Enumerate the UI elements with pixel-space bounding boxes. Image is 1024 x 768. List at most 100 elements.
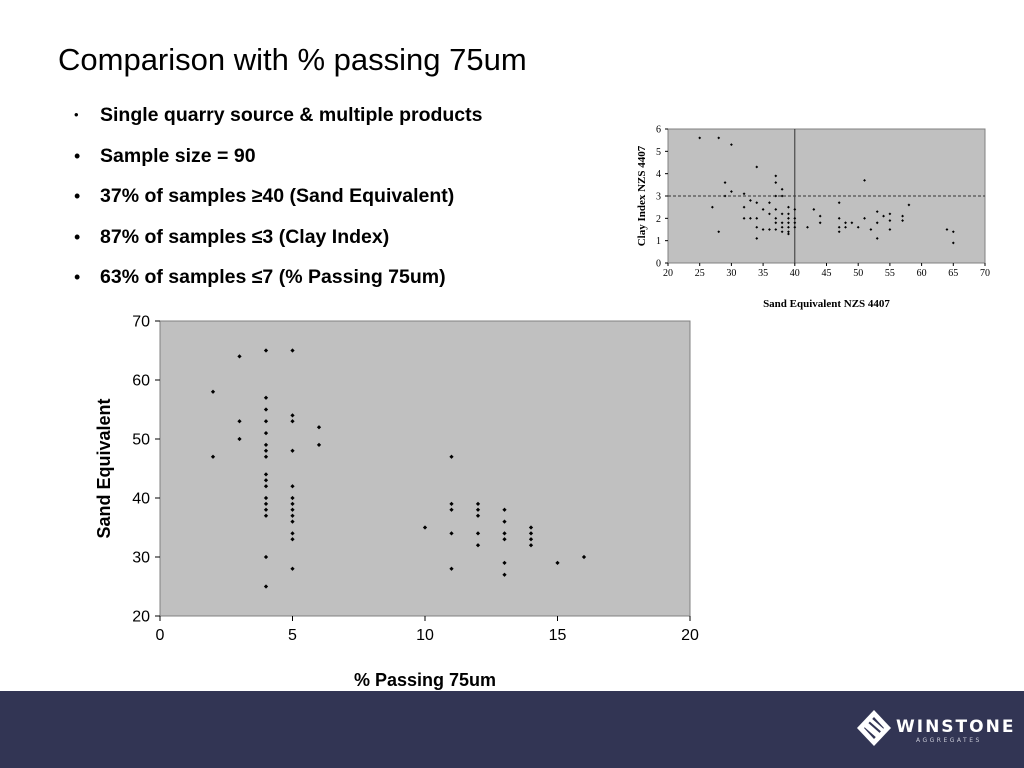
bullet-text: Single quarry source & multiple products <box>100 104 483 126</box>
data-point <box>263 472 269 477</box>
data-point <box>237 354 242 359</box>
data-point <box>290 566 295 571</box>
data-point <box>263 484 269 489</box>
data-point <box>787 225 790 229</box>
data-point <box>290 501 295 507</box>
footer-bar: WINSTONE AGGREGATES <box>0 691 1024 768</box>
bullet-item: • 37% of samples ≥40 (Sand Equivalent) <box>68 181 483 222</box>
data-point <box>290 495 295 501</box>
logo-text: WINSTONE <box>896 717 1016 737</box>
data-point <box>837 201 841 205</box>
data-point <box>768 228 771 231</box>
x-tick-label: 35 <box>758 268 768 279</box>
data-point <box>888 219 892 222</box>
data-point <box>290 484 295 489</box>
y-tick-label: 5 <box>656 147 661 158</box>
data-point <box>502 519 507 524</box>
x-tick-label: 50 <box>853 268 863 279</box>
y-tick-label: 6 <box>656 125 661 136</box>
data-point <box>837 225 841 229</box>
y-tick-label: 70 <box>132 314 150 331</box>
data-point <box>475 543 481 548</box>
data-point <box>787 216 790 220</box>
data-point <box>787 212 790 216</box>
data-point <box>818 214 822 218</box>
data-point <box>290 519 295 524</box>
data-point <box>263 507 269 512</box>
data-point <box>755 216 759 220</box>
data-point <box>290 507 295 512</box>
data-point <box>850 221 854 225</box>
data-point <box>263 348 269 353</box>
data-point <box>742 216 746 220</box>
x-tick-label: 20 <box>663 268 673 279</box>
x-tick-label: 60 <box>917 268 927 279</box>
data-point <box>787 221 790 225</box>
data-point <box>237 419 242 424</box>
data-point <box>528 543 534 548</box>
y-tick-label: 0 <box>656 259 661 270</box>
data-point <box>698 136 702 140</box>
data-point <box>863 216 866 220</box>
bullet-item: • Single quarry source & multiple product… <box>68 100 483 141</box>
y-tick-label: 40 <box>132 491 150 508</box>
data-point <box>263 448 269 453</box>
data-point <box>793 221 797 225</box>
y-tick-label: 3 <box>656 192 661 203</box>
data-point <box>768 212 771 216</box>
data-point <box>780 212 784 216</box>
x-tick-label: 65 <box>948 268 958 279</box>
x-axis-label: Sand Equivalent NZS 4407 <box>763 298 890 310</box>
data-point <box>449 531 454 536</box>
data-point <box>780 194 784 198</box>
data-point <box>263 454 269 459</box>
data-point <box>316 425 322 430</box>
data-point <box>502 572 507 577</box>
x-tick-label: 40 <box>790 268 800 279</box>
bullet-item: • Sample size = 90 <box>68 141 483 182</box>
x-tick-label: 15 <box>549 627 567 644</box>
data-point <box>449 507 454 512</box>
data-point <box>774 228 778 231</box>
x-tick-label: 5 <box>288 627 297 644</box>
data-point <box>749 216 752 220</box>
data-point <box>774 216 778 220</box>
y-tick-label: 50 <box>132 432 150 449</box>
data-point <box>837 216 841 220</box>
data-point <box>787 205 790 209</box>
x-tick-label: 25 <box>695 268 705 279</box>
data-point <box>502 507 507 512</box>
x-tick-label: 45 <box>822 268 832 279</box>
y-axis-label: Sand Equivalent <box>94 398 114 538</box>
data-point <box>449 454 454 459</box>
data-point <box>755 165 759 169</box>
data-point <box>780 230 784 234</box>
bullet-text: 37% of samples ≥40 (Sand Equivalent) <box>100 185 455 207</box>
bullet-list: • Single quarry source & multiple product… <box>68 100 483 303</box>
data-point <box>263 395 269 400</box>
data-point <box>528 537 534 542</box>
data-point <box>863 178 866 182</box>
data-point <box>749 199 752 202</box>
data-point <box>761 228 765 231</box>
bullet-dot-icon: • <box>74 186 81 206</box>
data-point <box>742 205 746 209</box>
logo-subtext: AGGREGATES <box>916 737 982 744</box>
data-point <box>717 230 721 234</box>
data-point <box>844 221 847 225</box>
y-tick-label: 2 <box>656 214 661 225</box>
data-point <box>502 531 507 536</box>
data-point <box>844 225 847 229</box>
y-axis-label: Clay Index NZS 4407 <box>636 145 648 246</box>
data-point <box>837 230 841 234</box>
bullet-text: 63% of samples ≤7 (% Passing 75um) <box>100 266 446 288</box>
data-point <box>780 221 784 225</box>
data-point <box>774 194 778 198</box>
data-point <box>882 214 885 218</box>
data-point <box>907 203 911 207</box>
data-point <box>710 205 714 209</box>
data-point <box>237 436 242 442</box>
y-tick-label: 20 <box>132 609 150 626</box>
data-point <box>581 554 587 560</box>
